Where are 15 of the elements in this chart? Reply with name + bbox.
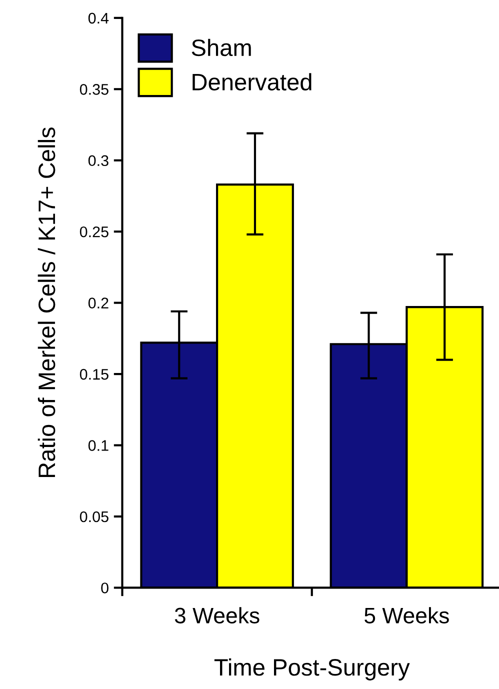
x-axis-title: Time Post-Surgery xyxy=(214,658,410,680)
y-tick-label: 0.15 xyxy=(80,368,108,380)
y-tick-label: 0.2 xyxy=(88,298,108,308)
legend-label: Sham xyxy=(192,38,251,56)
x-tick-label: 3 Weeks xyxy=(174,607,260,624)
y-tick-label: 0.4 xyxy=(88,12,109,24)
x-tick-label: 5 Weeks xyxy=(364,607,449,624)
y-axis-title: Ratio of Merkel Cells / K17+ Cells xyxy=(38,127,56,478)
y-tick-label: 0.05 xyxy=(80,511,108,522)
legend-label: Denervated xyxy=(192,73,312,91)
y-tick-label: 0 xyxy=(101,582,108,594)
y-tick-label: 0.25 xyxy=(80,226,108,238)
y-tick-label: 0.3 xyxy=(88,155,108,166)
y-tick-label: 0.35 xyxy=(80,84,108,95)
y-tick-label: 0.1 xyxy=(88,440,108,451)
